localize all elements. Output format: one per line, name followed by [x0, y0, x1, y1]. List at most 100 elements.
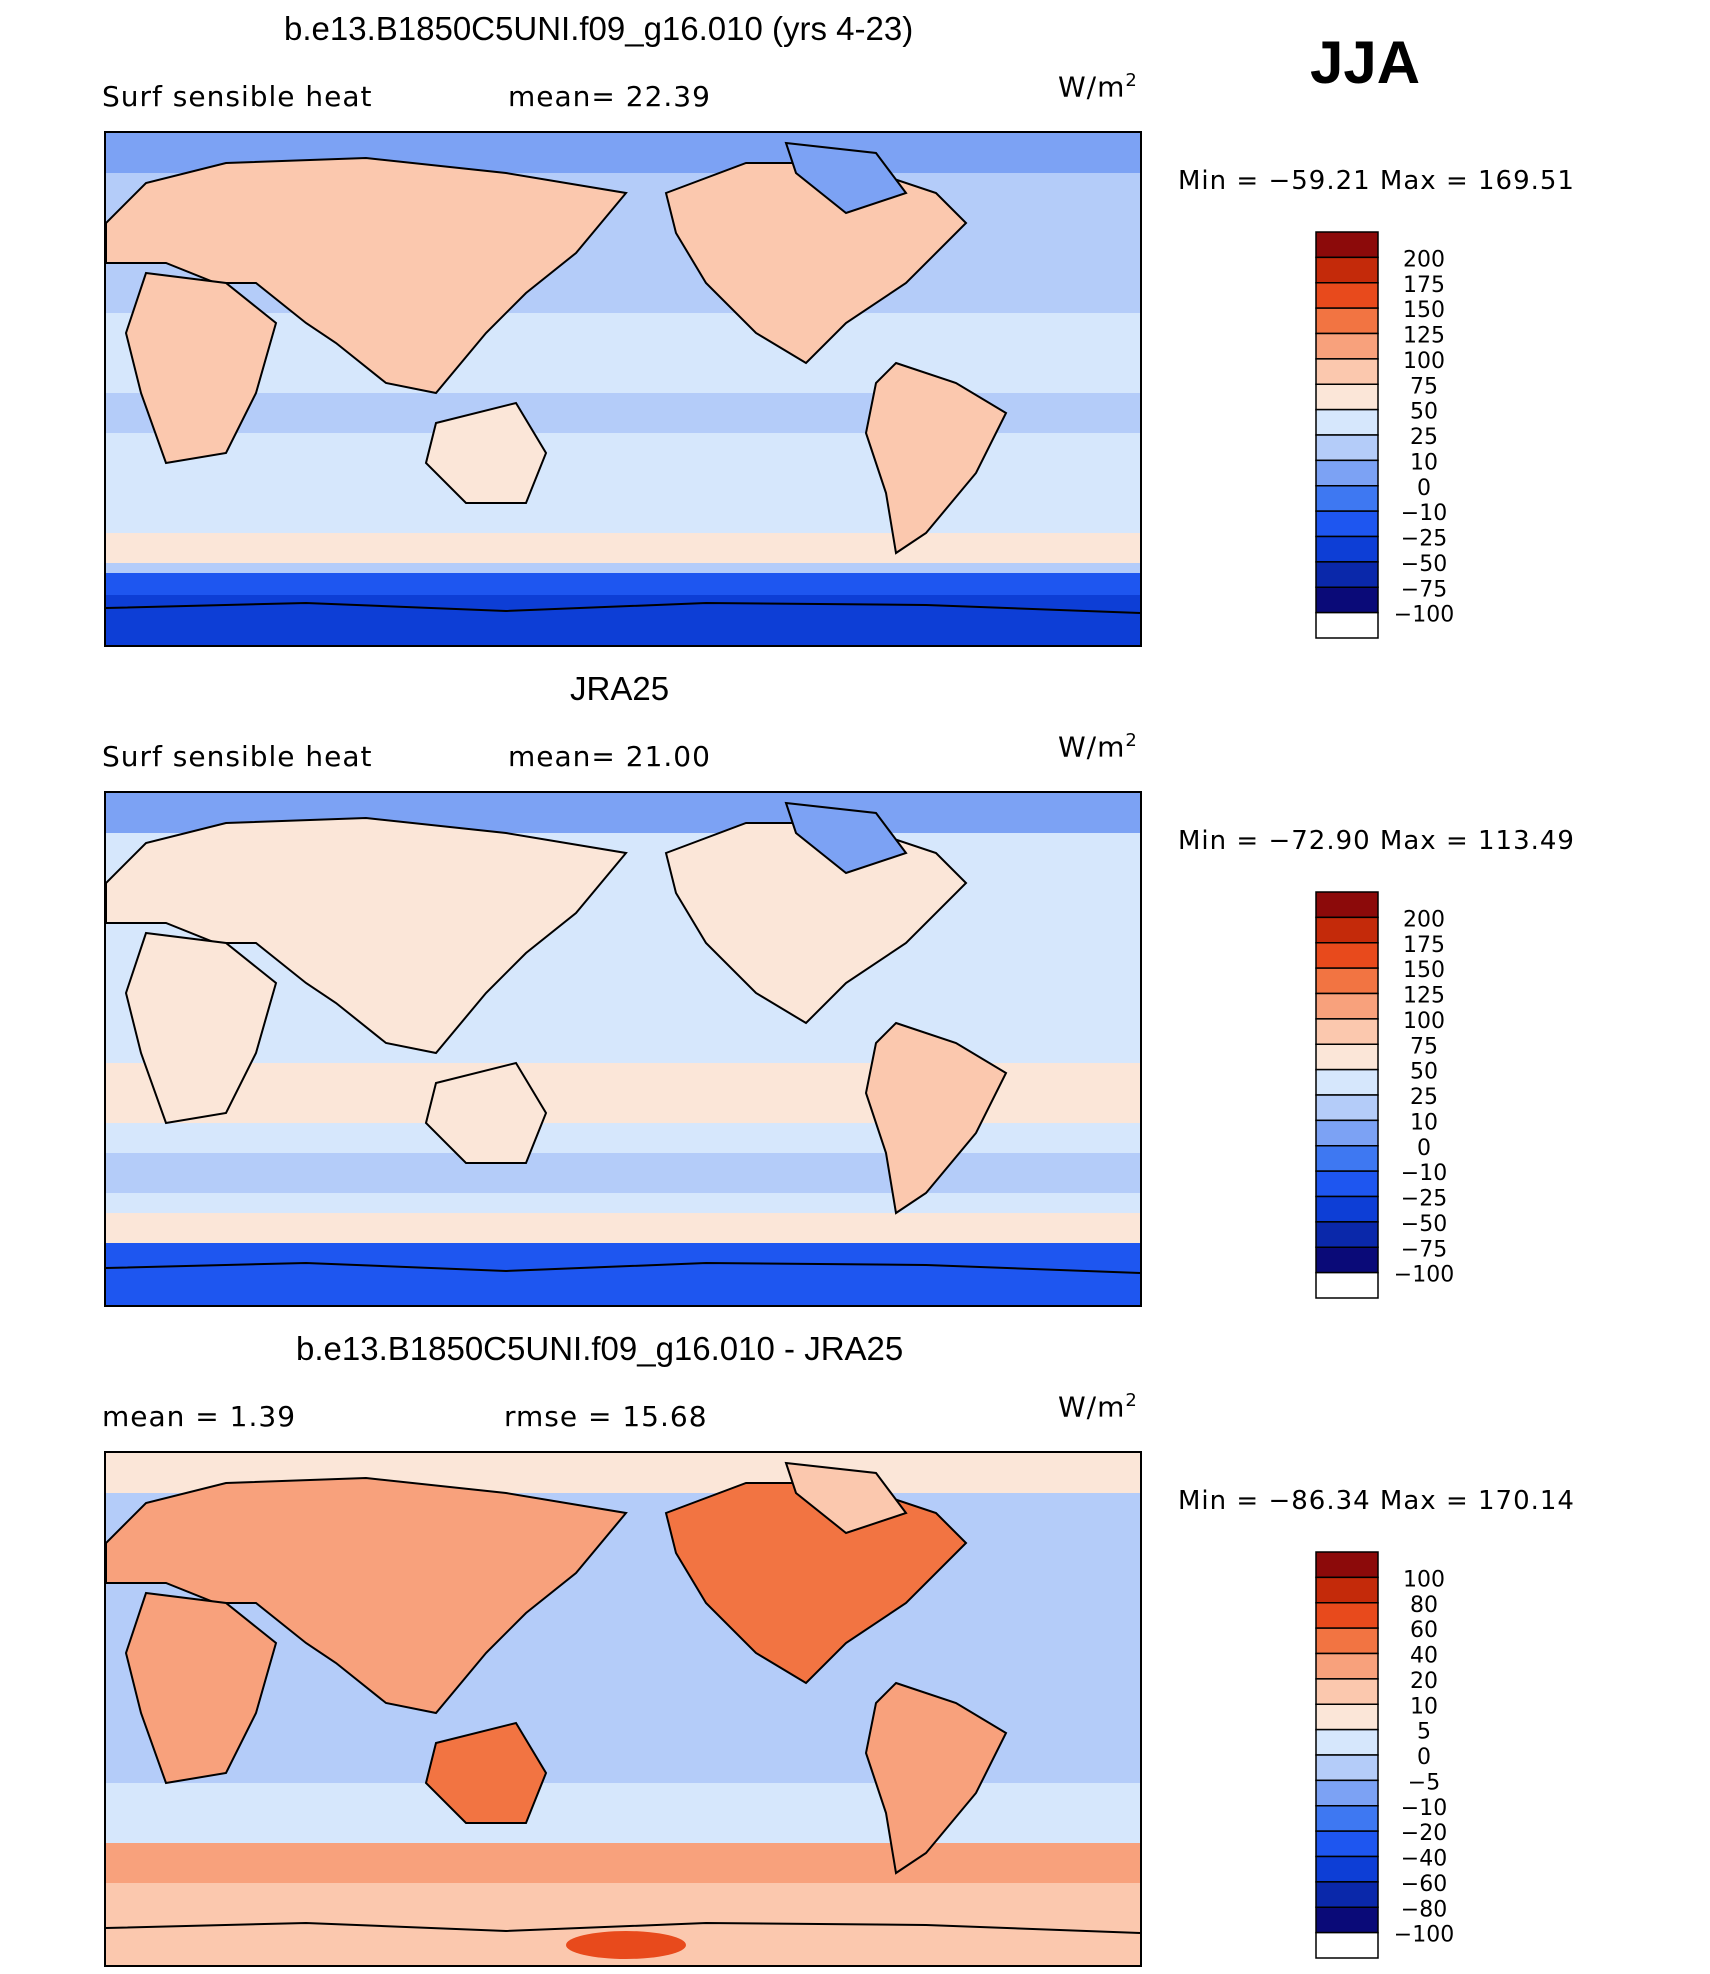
- colorbar-tick-label: 175: [1403, 933, 1445, 958]
- map-field: [106, 1453, 1140, 1965]
- antarctic-max: [566, 1931, 686, 1959]
- map-diff: [104, 1451, 1142, 1967]
- midlat-band: [106, 1153, 1140, 1193]
- colorbar-tick-label: −75: [1401, 1237, 1447, 1262]
- colorbar-tick-label: −80: [1401, 1897, 1447, 1922]
- colorbar-tick-label: −50: [1401, 552, 1447, 577]
- greenland-landmass: [784, 141, 908, 215]
- colorbar-box: [1315, 1703, 1379, 1731]
- polar-front-band: [106, 1213, 1140, 1243]
- colorbar-box: [1315, 231, 1379, 259]
- colorbar-box: [1315, 561, 1379, 588]
- midlat-band: [106, 533, 1140, 563]
- colorbar-box: [1315, 1652, 1379, 1680]
- colorbar-box: [1315, 1018, 1379, 1045]
- colorbar-box: [1315, 1094, 1379, 1122]
- colorbar-tick-label: 60: [1410, 1618, 1438, 1643]
- antarctic-band: [106, 1243, 1140, 1305]
- colorbar-box: [1315, 510, 1379, 538]
- antarctica-coast: [106, 601, 1140, 614]
- colorbar-tick-label: 0: [1417, 1745, 1431, 1770]
- antarctic-core: [106, 595, 1140, 645]
- africa-landmass: [124, 1591, 278, 1785]
- colorbar-tick-label: −60: [1401, 1872, 1447, 1897]
- colorbar-box: [1315, 1195, 1379, 1223]
- colorbar-box: [1315, 1271, 1379, 1299]
- colorbar-tick-label: 200: [1403, 907, 1445, 932]
- south-america-landmass: [864, 1021, 1008, 1215]
- colorbar-tick-label: 100: [1403, 1567, 1445, 1592]
- min-max-label: Min = −59.21 Max = 169.51: [1178, 166, 1575, 196]
- colorbar-tick-label: 0: [1417, 476, 1431, 501]
- colorbar-box: [1315, 942, 1379, 969]
- colorbar-tick-label: −10: [1401, 501, 1447, 526]
- colorbar-tick-label: 150: [1403, 298, 1445, 323]
- colorbar-tick-label: 20: [1410, 1669, 1438, 1694]
- colorbar-box: [1315, 586, 1379, 614]
- colorbar-tick-label: 5: [1417, 1720, 1431, 1745]
- units-label: W/m2: [1058, 70, 1138, 104]
- australia-landmass: [424, 401, 548, 504]
- panel-title: b.e13.B1850C5UNI.f09_g16.010 - JRA25: [296, 1330, 904, 1367]
- colorbar-tick-label: 75: [1410, 1034, 1438, 1059]
- colorbar-box: [1315, 434, 1379, 462]
- colorbar-box: [1315, 1678, 1379, 1705]
- colorbar-tick-label: 125: [1403, 984, 1445, 1009]
- map-model: [104, 131, 1142, 647]
- colorbar: 100 80 60 40 20 10 5 0 −5 −10 −20 −40 −60 −80 −100: [1315, 1551, 1476, 1962]
- colorbar-box: [1315, 1043, 1379, 1071]
- min-max-label: Min = −86.34 Max = 170.14: [1178, 1486, 1575, 1516]
- colorbar-tick-label: 75: [1410, 374, 1438, 399]
- colorbar-box: [1315, 485, 1379, 512]
- min-max-label: Min = −72.90 Max = 113.49: [1178, 826, 1575, 856]
- greenland-landmass: [784, 801, 908, 875]
- colorbar-tick-label: 100: [1403, 1009, 1445, 1034]
- season-label: JJA: [1310, 29, 1421, 96]
- colorbar-tick-label: 25: [1410, 425, 1438, 450]
- colorbar-tick-label: 80: [1410, 1593, 1438, 1618]
- colorbar-box: [1315, 1221, 1379, 1248]
- greenland-landmass: [784, 1461, 908, 1535]
- variable-label: Surf sensible heat: [102, 80, 373, 113]
- colorbar-tick-label: 10: [1410, 1694, 1438, 1719]
- colorbar-tick-label: −25: [1401, 527, 1447, 552]
- subtropical-band: [106, 1783, 1140, 1843]
- colorbar-tick-label: −10: [1401, 1161, 1447, 1186]
- midlat-band: [106, 1843, 1140, 1883]
- colorbar: 200 175 150 125 100 75 50 25 10 0 −10 −25 −50 −75 −100: [1315, 891, 1476, 1302]
- colorbar-box: [1315, 1881, 1379, 1908]
- colorbar-tick-label: −5: [1408, 1770, 1440, 1795]
- colorbar-box: [1315, 459, 1379, 487]
- colorbar-box: [1315, 1805, 1379, 1832]
- colorbar-box: [1315, 891, 1379, 919]
- eurasia-landmass: [106, 816, 628, 1055]
- colorbar-box: [1315, 1145, 1379, 1172]
- colorbar-tick-label: 25: [1410, 1085, 1438, 1110]
- mean-label: mean = 1.39: [102, 1400, 297, 1433]
- colorbar-box: [1315, 256, 1379, 284]
- colorbar-tick-label: −40: [1401, 1847, 1447, 1872]
- colorbar-tick-label: 50: [1410, 400, 1438, 425]
- colorbar: 200 175 150 125 100 75 50 25 10 0 −10 −25 −50 −75 −100: [1315, 231, 1476, 642]
- colorbar-tick-label: −75: [1401, 577, 1447, 602]
- colorbar-box: [1315, 332, 1379, 360]
- colorbar-box: [1315, 307, 1379, 335]
- colorbar-box: [1315, 1931, 1379, 1959]
- colorbar-box: [1315, 916, 1379, 944]
- colorbar-box: [1315, 408, 1379, 436]
- colorbar-box: [1315, 383, 1379, 411]
- colorbar-tick-label: −20: [1401, 1821, 1447, 1846]
- colorbar-tick-label: 10: [1410, 1110, 1438, 1135]
- antarctica-coast: [106, 1921, 1140, 1934]
- colorbar-tick-label: 50: [1410, 1060, 1438, 1085]
- map-field: [106, 793, 1140, 1305]
- map-obs: [104, 791, 1142, 1307]
- colorbar-tick-label: −100: [1394, 1263, 1454, 1288]
- colorbar-box: [1315, 992, 1379, 1020]
- australia-landmass: [424, 1721, 548, 1824]
- colorbar-tick-label: 100: [1403, 349, 1445, 374]
- colorbar-box: [1315, 1119, 1379, 1147]
- colorbar-box: [1315, 1551, 1379, 1579]
